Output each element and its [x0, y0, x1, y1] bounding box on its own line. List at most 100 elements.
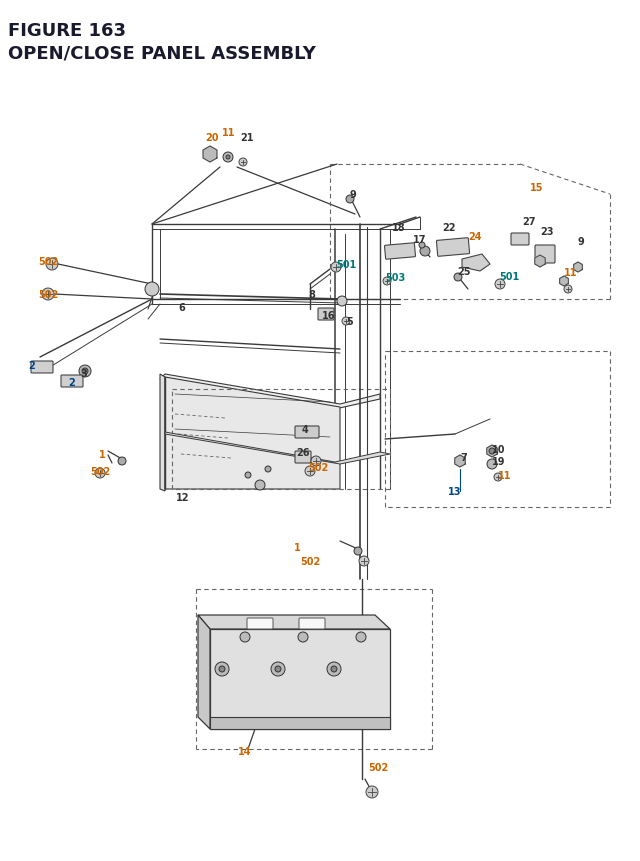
Polygon shape	[559, 276, 568, 287]
FancyBboxPatch shape	[295, 426, 319, 438]
Text: 20: 20	[205, 133, 218, 143]
Circle shape	[305, 467, 315, 476]
Polygon shape	[198, 616, 210, 729]
Polygon shape	[535, 256, 545, 268]
Text: 23: 23	[540, 226, 554, 237]
Circle shape	[240, 632, 250, 642]
FancyBboxPatch shape	[299, 618, 325, 629]
Polygon shape	[160, 375, 165, 492]
Text: 17: 17	[413, 235, 426, 245]
Text: 14: 14	[238, 746, 252, 756]
FancyBboxPatch shape	[535, 245, 555, 263]
Circle shape	[564, 286, 572, 294]
Circle shape	[327, 662, 341, 676]
Circle shape	[356, 632, 366, 642]
Text: 25: 25	[457, 267, 470, 276]
Polygon shape	[573, 263, 582, 273]
Text: 501: 501	[336, 260, 356, 269]
FancyBboxPatch shape	[247, 618, 273, 629]
Circle shape	[419, 243, 425, 249]
Polygon shape	[210, 629, 390, 729]
Text: 26: 26	[296, 448, 310, 457]
Text: 9: 9	[578, 237, 585, 247]
Circle shape	[223, 152, 233, 163]
Text: FIGURE 163: FIGURE 163	[8, 22, 126, 40]
Text: 16: 16	[322, 311, 335, 320]
Circle shape	[275, 666, 281, 672]
Polygon shape	[203, 147, 217, 163]
Circle shape	[245, 473, 251, 479]
Polygon shape	[165, 432, 390, 464]
Text: 1: 1	[294, 542, 301, 553]
Polygon shape	[455, 455, 465, 468]
Circle shape	[265, 467, 271, 473]
Circle shape	[359, 556, 369, 567]
Circle shape	[271, 662, 285, 676]
Polygon shape	[198, 616, 390, 629]
Polygon shape	[487, 445, 497, 457]
Text: 5: 5	[346, 317, 353, 326]
Text: 4: 4	[302, 424, 308, 435]
Text: 3: 3	[80, 369, 87, 379]
Polygon shape	[160, 375, 380, 410]
Circle shape	[215, 662, 229, 676]
Polygon shape	[165, 378, 340, 489]
FancyBboxPatch shape	[31, 362, 53, 374]
Circle shape	[366, 786, 378, 798]
Polygon shape	[210, 717, 390, 729]
Circle shape	[95, 468, 105, 479]
Text: OPEN/CLOSE PANEL ASSEMBLY: OPEN/CLOSE PANEL ASSEMBLY	[8, 44, 316, 62]
Text: 8: 8	[308, 289, 315, 300]
Text: 18: 18	[392, 223, 406, 232]
Text: 502: 502	[368, 762, 388, 772]
Circle shape	[331, 263, 341, 273]
Text: 502: 502	[90, 467, 110, 476]
Circle shape	[331, 666, 337, 672]
Text: 7: 7	[460, 453, 467, 462]
Circle shape	[489, 449, 495, 455]
Circle shape	[255, 480, 265, 491]
Text: 503: 503	[385, 273, 405, 282]
Circle shape	[46, 258, 58, 270]
Text: 1: 1	[99, 449, 106, 460]
Text: 502: 502	[308, 462, 328, 473]
Circle shape	[342, 318, 350, 325]
Text: 24: 24	[468, 232, 481, 242]
Text: 21: 21	[240, 133, 253, 143]
Text: 502: 502	[300, 556, 320, 567]
Text: 9: 9	[350, 189, 356, 200]
Text: 11: 11	[222, 127, 236, 138]
FancyBboxPatch shape	[61, 375, 83, 387]
Circle shape	[219, 666, 225, 672]
FancyBboxPatch shape	[436, 238, 470, 257]
Circle shape	[420, 247, 430, 257]
Text: 2: 2	[68, 378, 75, 387]
Circle shape	[494, 474, 502, 481]
Circle shape	[337, 297, 347, 307]
Circle shape	[298, 632, 308, 642]
Circle shape	[454, 274, 462, 282]
Text: 501: 501	[499, 272, 519, 282]
Text: 11: 11	[564, 268, 577, 278]
Circle shape	[383, 278, 391, 286]
Circle shape	[42, 288, 54, 300]
Text: 502: 502	[38, 257, 58, 267]
Circle shape	[82, 369, 88, 375]
Circle shape	[145, 282, 159, 297]
Text: 15: 15	[530, 183, 543, 193]
Text: 22: 22	[442, 223, 456, 232]
Circle shape	[487, 460, 497, 469]
Text: 502: 502	[38, 289, 58, 300]
Text: 2: 2	[28, 361, 35, 370]
Text: 27: 27	[522, 217, 536, 226]
FancyBboxPatch shape	[511, 233, 529, 245]
Circle shape	[239, 158, 247, 167]
Circle shape	[118, 457, 126, 466]
Text: 10: 10	[492, 444, 506, 455]
Text: 6: 6	[178, 303, 185, 313]
Circle shape	[79, 366, 91, 378]
Circle shape	[226, 156, 230, 160]
FancyBboxPatch shape	[318, 308, 334, 320]
Circle shape	[346, 195, 354, 204]
FancyBboxPatch shape	[295, 451, 311, 463]
